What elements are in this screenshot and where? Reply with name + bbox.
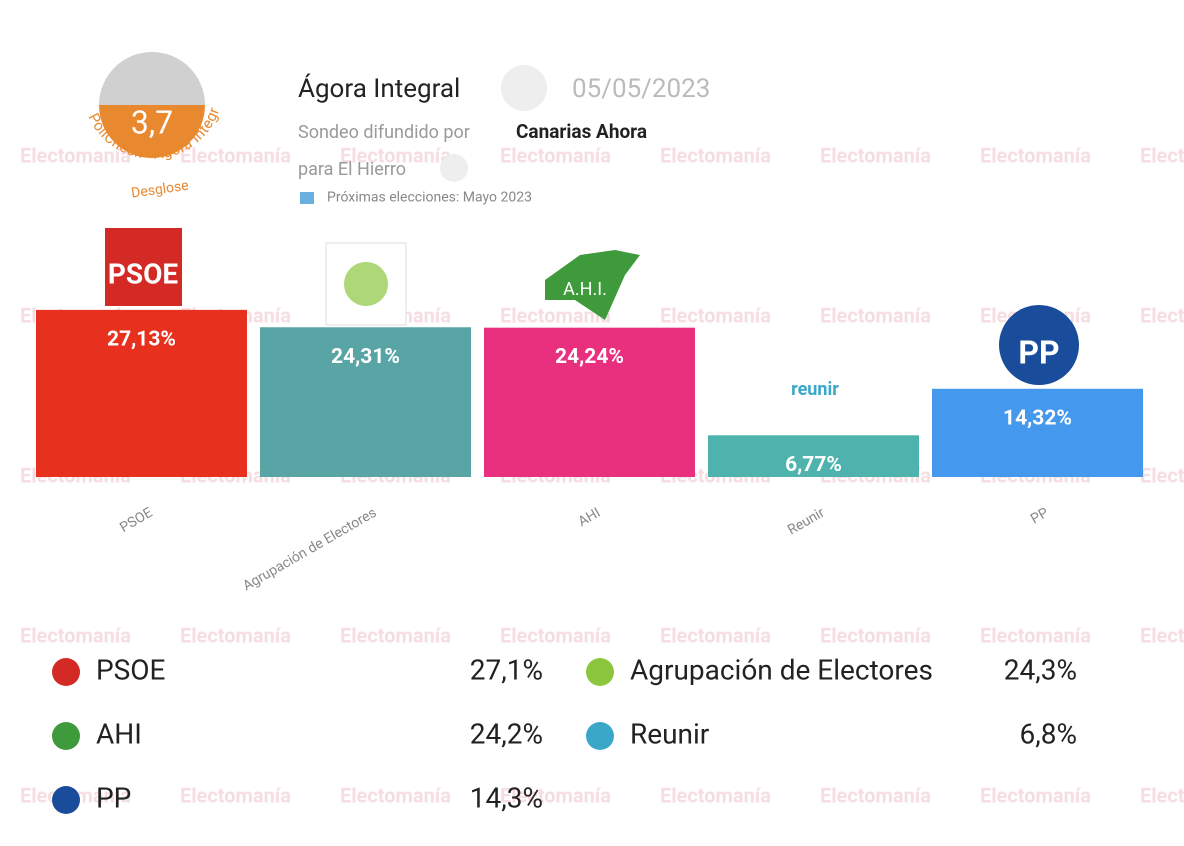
- watermark: Electomanía: [1140, 783, 1184, 807]
- watermark: Electomanía: [500, 623, 611, 647]
- watermark: Electomanía: [1140, 303, 1184, 327]
- x-tick-label: Reunir: [785, 505, 828, 539]
- watermark: Electomanía: [1140, 463, 1184, 487]
- x-tick-label: PSOE: [117, 505, 155, 536]
- score: 3,7: [131, 103, 173, 141]
- legend-icon: [586, 658, 614, 686]
- watermark: Electomanía: [980, 143, 1091, 167]
- logo: [999, 305, 1079, 385]
- bar: [932, 388, 1143, 477]
- watermark: Electomanía: [500, 143, 611, 167]
- legend-name: PSOE: [96, 653, 165, 686]
- watermark: Electomanía: [500, 783, 611, 807]
- value-label: 6,77%: [785, 453, 842, 477]
- watermark: Electomanía: [340, 783, 451, 807]
- legend-name: Reunir: [630, 717, 710, 750]
- region-icon: [440, 154, 468, 182]
- watermark: Electomanía: [180, 783, 291, 807]
- pollster: Ágora Integral: [298, 73, 460, 104]
- watermark: Electomanía: [980, 623, 1091, 647]
- gauge-bottom: [99, 105, 205, 158]
- logo-text: A.H.I.: [563, 279, 607, 300]
- logo-text: PP: [1018, 333, 1059, 371]
- watermark: Electomanía: [340, 143, 451, 167]
- watermark: Electomanía: [660, 623, 771, 647]
- logo-mark: [344, 262, 388, 306]
- legend-value: 24,2%: [470, 717, 543, 750]
- bar: [36, 309, 247, 477]
- spread-by: Sondeo difundido por: [298, 122, 470, 143]
- watermark: Electomanía: [820, 303, 931, 327]
- legend-value: 6,8%: [1020, 717, 1078, 750]
- pollster-icon: [501, 65, 547, 111]
- legend-name: AHI: [96, 717, 142, 750]
- watermark: Electomanía: [1140, 143, 1184, 167]
- watermark: Electomanía: [180, 143, 291, 167]
- legend-icon: [586, 722, 614, 750]
- legend-name: Agrupación de Electores: [630, 653, 933, 686]
- legend-icon: [52, 786, 80, 814]
- legend-icon: [52, 658, 80, 686]
- logo-text: reunir: [791, 379, 839, 400]
- legend-value: 24,3%: [1004, 653, 1077, 686]
- legend-value: 27,1%: [470, 653, 543, 686]
- value-label: 27,13%: [107, 327, 176, 351]
- watermark: Electomanía: [340, 623, 451, 647]
- watermark: Electomanía: [660, 143, 771, 167]
- watermark: Electomanía: [820, 783, 931, 807]
- watermark: Electomanía: [1140, 623, 1184, 647]
- legend-icon: [52, 722, 80, 750]
- date: 05/05/2023: [572, 74, 710, 104]
- logo: [775, 355, 855, 432]
- logo: [545, 250, 640, 320]
- x-tick-label: Agrupación de Electores: [240, 505, 379, 595]
- breakdown[interactable]: Desglose: [130, 178, 189, 202]
- region: para El Hierro: [298, 159, 406, 180]
- ballot-icon: [300, 192, 314, 204]
- watermark: Electomanía: [660, 303, 771, 327]
- value-label: 24,31%: [331, 345, 400, 369]
- watermark: Electomanía: [180, 623, 291, 647]
- watermark: Electomanía: [660, 783, 771, 807]
- value-label: 14,32%: [1003, 406, 1072, 430]
- legend-value: 14,3%: [470, 781, 543, 814]
- watermark: Electomanía: [20, 143, 131, 167]
- legend: PSOE 27,1% Agrupación de Electores 24,3% AHI…: [52, 653, 1077, 814]
- x-tick-label: PP: [1028, 505, 1051, 528]
- value-label: 24,24%: [555, 345, 624, 369]
- media: Canarias Ahora: [516, 120, 647, 143]
- watermark: Electomanía: [980, 783, 1091, 807]
- bars: 27,13% PSOE 24,31% Agrupación de Electores 2…: [36, 228, 1143, 594]
- legend-name: PP: [96, 781, 131, 814]
- gauge-top: [99, 52, 205, 105]
- watermark: Electomanía: [820, 623, 931, 647]
- x-tick-label: AHI: [575, 505, 603, 530]
- next-elections: Próximas elecciones: Mayo 2023: [327, 190, 532, 206]
- bar: [484, 327, 695, 477]
- bar: [708, 435, 919, 477]
- watermark: Electomanía: [20, 623, 131, 647]
- bar: [260, 327, 471, 477]
- logo-text: PSOE: [108, 257, 179, 290]
- watermark: Electomanía: [820, 143, 931, 167]
- logo: [105, 228, 182, 306]
